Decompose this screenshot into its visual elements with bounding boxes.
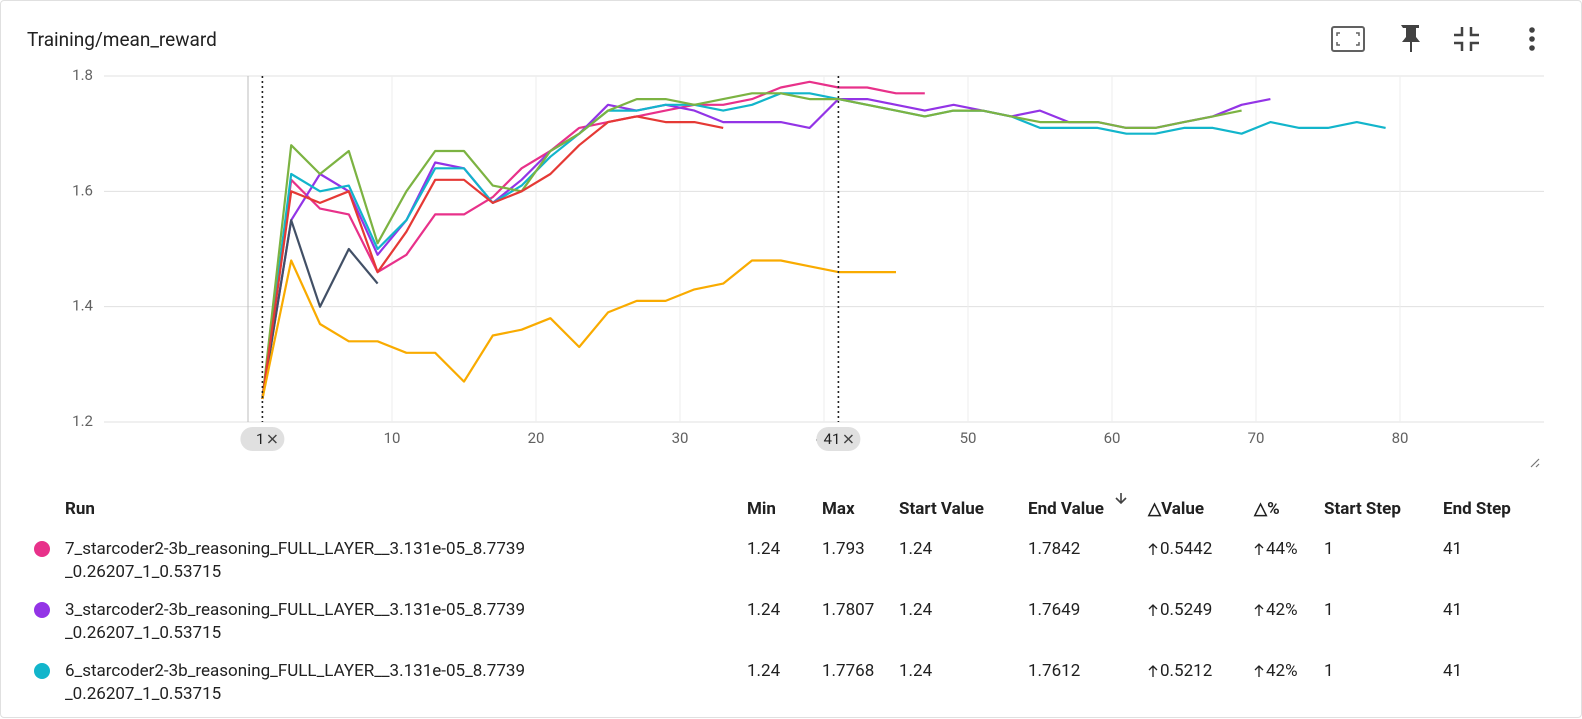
table-cell: 1.24: [747, 539, 781, 559]
table-cell: 1.7842: [1028, 539, 1081, 559]
table-cell: 1.7807: [822, 600, 875, 620]
increase-arrow: [1148, 604, 1158, 616]
x-tick-label: 10: [384, 429, 401, 447]
table-cell: 44%: [1266, 539, 1298, 559]
more-button[interactable]: [1529, 27, 1535, 51]
run-name: 6_starcoder2-3b_reasoning_FULL_LAYER__3.…: [65, 661, 526, 704]
x-tick-label: 80: [1392, 429, 1409, 447]
table-cell: 0.5442: [1160, 539, 1213, 559]
y-tick-label: 1.8: [72, 66, 93, 84]
run-color-dot: [34, 602, 50, 618]
table-cell: 1.7612: [1028, 661, 1081, 681]
run-color-dot: [34, 663, 50, 679]
fullscreen-button[interactable]: [1331, 26, 1365, 52]
toolbar: [1331, 25, 1535, 52]
series-line: [261, 92, 1242, 400]
column-header: △%: [1254, 499, 1280, 519]
chip-close-icon: [267, 434, 277, 444]
series-line: [261, 259, 896, 400]
x-tick-label: 60: [1104, 429, 1121, 447]
column-header: Max: [822, 499, 855, 519]
table-cell: 42%: [1266, 600, 1298, 620]
table-cell: 1: [1324, 661, 1334, 681]
card-title: Training/mean_reward: [27, 28, 217, 51]
chip-close-icon: [843, 434, 853, 444]
step-marker-label: 41: [824, 430, 841, 448]
table-cell: 41: [1443, 600, 1463, 620]
run-name: 7_starcoder2-3b_reasoning_FULL_LAYER__3.…: [65, 539, 526, 582]
x-tick-label: 50: [960, 429, 977, 447]
step-marker-chip[interactable]: 41: [816, 427, 861, 451]
column-header: Run: [65, 499, 95, 519]
series-line: [261, 115, 724, 400]
column-header: End Value: [1028, 499, 1104, 519]
increase-arrow: [1148, 543, 1158, 555]
run-color-dot: [34, 541, 50, 557]
column-header: Start Step: [1324, 499, 1401, 519]
series-line: [261, 98, 1271, 400]
y-tick-label: 1.2: [72, 412, 93, 430]
column-header: End Step: [1443, 499, 1511, 519]
y-tick-label: 1.6: [72, 181, 93, 199]
chip-background: [816, 427, 861, 451]
table-cell: 1.793: [822, 539, 865, 559]
plot-area: [261, 80, 1386, 400]
table-cell: 1.24: [899, 661, 933, 681]
table-cell: 1.24: [899, 539, 933, 559]
column-header: △Value: [1148, 499, 1205, 519]
x-tick-label: 30: [672, 429, 689, 447]
table-cell: 1.7649: [1028, 600, 1081, 620]
series-line: [261, 80, 925, 400]
table-cell: 41: [1443, 539, 1463, 559]
table-cell: 1: [1324, 600, 1334, 620]
y-tick-label: 1.4: [72, 297, 93, 315]
series-line: [261, 92, 1386, 400]
column-header: Min: [747, 499, 776, 519]
collapse-button[interactable]: [1454, 27, 1479, 51]
table-cell: 0.5212: [1160, 661, 1213, 681]
x-tick-label: 20: [528, 429, 545, 447]
step-marker-label: 1: [256, 430, 264, 448]
chip-background: [240, 427, 285, 451]
increase-arrow: [1148, 665, 1158, 677]
x-tick-label: 70: [1248, 429, 1265, 447]
table-cell: 1.24: [747, 600, 781, 620]
table-cell: 1.24: [899, 600, 933, 620]
table-cell: 1.24: [747, 661, 781, 681]
series-line: [261, 219, 379, 400]
table-cell: 42%: [1266, 661, 1298, 681]
step-marker-chip[interactable]: 1: [240, 427, 285, 451]
table-cell: 0.5249: [1160, 600, 1213, 620]
column-header: Start Value: [899, 499, 984, 519]
table-cell: 41: [1443, 661, 1463, 681]
table-cell: 1: [1324, 539, 1334, 559]
run-name: 3_starcoder2-3b_reasoning_FULL_LAYER__3.…: [65, 600, 526, 643]
pin-button[interactable]: [1401, 25, 1420, 52]
table-cell: 1.7768: [822, 661, 875, 681]
chart: 1.21.41.61.81020304050607080141: [72, 66, 1544, 468]
resize-handle[interactable]: [1530, 458, 1540, 468]
